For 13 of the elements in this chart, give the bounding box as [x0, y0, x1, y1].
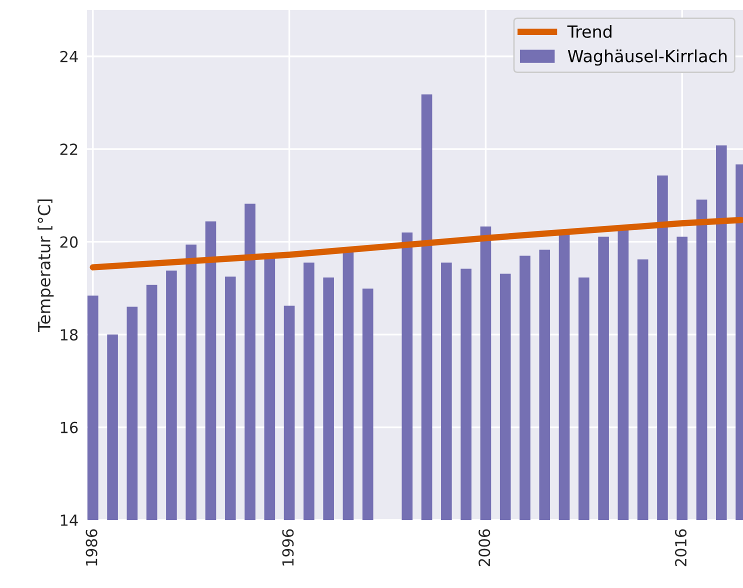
y-tick-label: 20 — [60, 236, 78, 248]
y-axis-title: Temperatur [°C] — [38, 199, 54, 332]
y-tick-label: 16 — [60, 422, 78, 434]
y-tick-label: 18 — [60, 329, 78, 341]
y-tick-label: 14 — [60, 514, 78, 526]
x-tick-label: 1986 — [86, 529, 98, 566]
x-tick-label: 2006 — [478, 529, 490, 566]
y-tick-label: 22 — [60, 144, 78, 155]
legend-label: Waghäusel-Kirrlach — [568, 49, 727, 66]
y-tick-label: 24 — [60, 50, 78, 62]
legend-label: Trend — [567, 25, 612, 38]
x-tick-label: 1996 — [282, 529, 294, 566]
x-tick-label: 2016 — [674, 529, 687, 566]
